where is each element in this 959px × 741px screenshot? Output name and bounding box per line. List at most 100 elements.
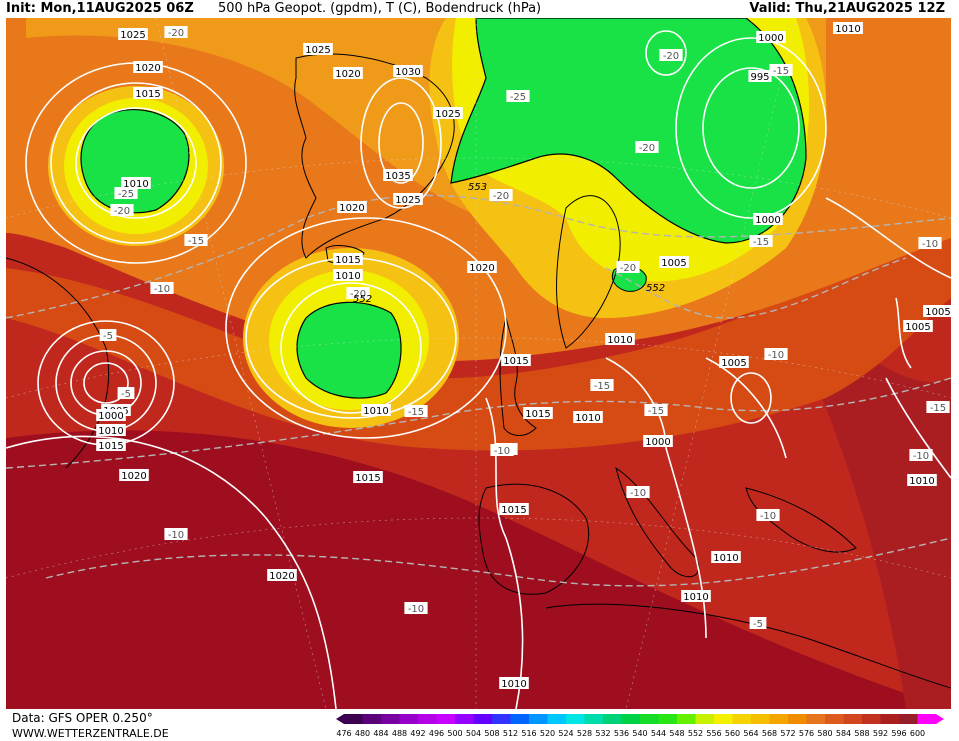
isobar-label: 1005	[719, 356, 749, 369]
scale-tick-label: 520	[540, 729, 555, 738]
svg-text:-25: -25	[510, 92, 526, 103]
scale-tick-label: 476	[336, 729, 351, 738]
svg-text:-15: -15	[930, 403, 946, 414]
isobar-label: 1015	[133, 87, 163, 100]
isobar-label: 1015	[499, 503, 529, 516]
isobar-label: 1020	[467, 261, 497, 274]
svg-text:-20: -20	[663, 51, 679, 62]
svg-text:-10: -10	[913, 451, 929, 462]
svg-text:995: 995	[750, 72, 769, 83]
scale-tick-label: 508	[484, 729, 499, 738]
temperature-label: -20	[659, 49, 683, 62]
svg-text:1015: 1015	[135, 89, 160, 100]
scale-swatch	[751, 714, 770, 724]
temperature-label: -10	[164, 528, 188, 541]
temperature-label: -15	[926, 401, 950, 414]
scale-swatch	[510, 714, 529, 724]
init-time: Init: Mon,11AUG2025 06Z	[6, 1, 194, 16]
isobars	[6, 30, 951, 709]
svg-text:1015: 1015	[525, 409, 550, 420]
isobar-label: 1010	[605, 333, 635, 346]
svg-text:1005: 1005	[661, 258, 686, 269]
scale-tick-label: 540	[632, 729, 647, 738]
isobar-label: 1005	[923, 305, 951, 318]
scale-tick-label: 504	[466, 729, 481, 738]
scale-tick-label: 544	[651, 729, 666, 738]
temperature-label: -10	[626, 486, 650, 499]
svg-text:-10: -10	[168, 530, 184, 541]
isobar-label: 1005	[903, 320, 933, 333]
svg-text:1020: 1020	[135, 63, 160, 74]
scale-swatch	[621, 714, 640, 724]
temperature-label: -20	[635, 141, 659, 154]
green-low-atlantic	[296, 301, 402, 399]
scale-swatch	[566, 714, 585, 724]
map-title: 500 hPa Geopot. (gpdm), T (C), Bodendruc…	[218, 1, 542, 16]
temperature-label: -20	[616, 261, 640, 274]
scale-swatch	[788, 714, 807, 724]
scale-tick-label: 536	[614, 729, 629, 738]
svg-text:1025: 1025	[435, 109, 460, 120]
scale-swatch	[677, 714, 696, 724]
svg-text:-15: -15	[408, 407, 424, 418]
isobar-label: 1010	[681, 590, 711, 603]
svg-text:1000: 1000	[98, 411, 123, 422]
isobar-label: 1010	[573, 411, 603, 424]
isobar-label: 1010	[361, 404, 391, 417]
svg-text:-20: -20	[493, 191, 509, 202]
temperature-label: -20	[110, 204, 134, 217]
svg-text:1010: 1010	[835, 24, 860, 35]
scale-swatch	[714, 714, 733, 724]
red-orange-band	[6, 218, 951, 451]
website[interactable]: WWW.WETTERZENTRALE.DE	[12, 727, 169, 740]
svg-text:1010: 1010	[607, 335, 632, 346]
temperature-label: -5	[99, 329, 117, 342]
scale-tick-label: 512	[503, 729, 518, 738]
temperature-label: -25	[114, 187, 138, 200]
isobar-label: 1020	[267, 569, 297, 582]
svg-text:1025: 1025	[395, 195, 420, 206]
geopotential-label: 552	[353, 294, 372, 305]
scale-tick-label: 548	[669, 729, 684, 738]
temperature-label: -20	[164, 26, 188, 39]
scale-swatch	[899, 714, 918, 724]
scale-arrow-right	[936, 714, 944, 724]
svg-text:1020: 1020	[469, 263, 494, 274]
scale-swatch	[362, 714, 381, 724]
scale-swatch	[658, 714, 677, 724]
isobar-label: 1010	[499, 677, 529, 690]
deep-red-zone	[6, 430, 951, 709]
scale-tick-label: 524	[558, 729, 573, 738]
svg-text:1030: 1030	[395, 67, 420, 78]
temperature-label: -5	[749, 617, 767, 630]
isobar-label: 995	[748, 70, 772, 83]
isobar-label: 1025	[303, 43, 333, 56]
isobar-label: 1010	[833, 22, 863, 35]
svg-text:1020: 1020	[269, 571, 294, 582]
scale-tick-label: 596	[891, 729, 906, 738]
scale-tick-label: 564	[743, 729, 758, 738]
scale-tick-label: 492	[410, 729, 425, 738]
svg-text:-5: -5	[121, 389, 131, 400]
green-low-west	[80, 108, 190, 214]
temperature-label: -10	[764, 348, 788, 361]
scale-swatch	[344, 714, 363, 724]
svg-text:1035: 1035	[385, 171, 410, 182]
temperature-label: -15	[769, 64, 793, 77]
svg-text:-10: -10	[494, 446, 510, 457]
weather-map[interactable]: 1025 1020 1015 1010 1005 1000 1010 1015 1020 1025…	[6, 18, 951, 709]
isobar-label: 1015	[96, 439, 126, 452]
isobar-label: 1000	[756, 31, 786, 44]
scale-tick-label: 516	[521, 729, 536, 738]
svg-text:1010: 1010	[98, 426, 123, 437]
svg-text:-5: -5	[753, 619, 763, 630]
isotherms	[6, 194, 951, 587]
isobar-label: 1020	[133, 61, 163, 74]
svg-text:1025: 1025	[120, 30, 145, 41]
svg-text:1010: 1010	[909, 476, 934, 487]
scale-tick-label: 580	[817, 729, 832, 738]
scale-swatch	[880, 714, 899, 724]
scale-tick-label: 560	[725, 729, 740, 738]
svg-text:1010: 1010	[683, 592, 708, 603]
greenland-coast	[294, 53, 455, 259]
